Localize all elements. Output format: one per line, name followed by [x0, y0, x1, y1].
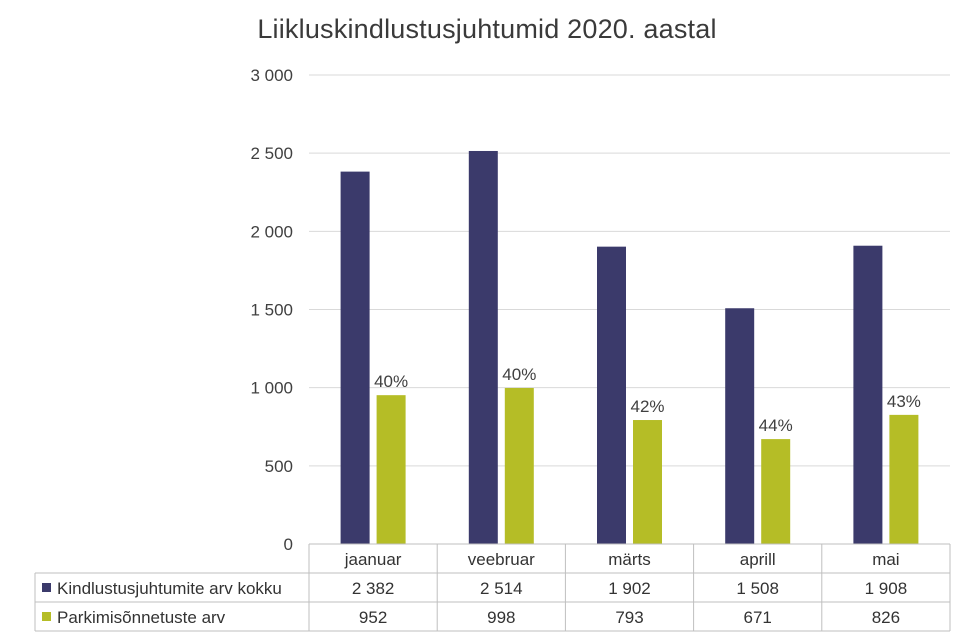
data-label: 42%: [630, 397, 664, 416]
x-category-label: veebruar: [468, 550, 535, 569]
table-cell-value: 1 908: [865, 579, 908, 598]
table-cell-value: 793: [615, 608, 643, 627]
legend-label: Parkimisõnnetuste arv: [57, 608, 226, 627]
bar-series-2: [376, 395, 406, 544]
y-tick-label: 2 000: [250, 222, 293, 241]
bar-series-1: [725, 308, 755, 544]
y-tick-label: 2 500: [250, 144, 293, 163]
x-category-label: mai: [872, 550, 899, 569]
table-cell-value: 1 902: [608, 579, 651, 598]
y-tick-label: 1 500: [250, 301, 293, 320]
x-category-label: märts: [608, 550, 651, 569]
bar-series-2: [504, 387, 534, 544]
chart-title: Liikluskindlustusjuhtumid 2020. aastal: [257, 14, 717, 44]
data-label: 40%: [374, 372, 408, 391]
table-cell-value: 998: [487, 608, 515, 627]
table-cell-value: 826: [872, 608, 900, 627]
data-label: 43%: [887, 392, 921, 411]
data-label: 44%: [759, 416, 793, 435]
legend-label: Kindlustusjuhtumite arv kokku: [57, 579, 282, 598]
table-cell-value: 952: [359, 608, 387, 627]
y-tick-label: 1 000: [250, 379, 293, 398]
bar-series-1: [468, 150, 498, 544]
legend-swatch: [42, 612, 51, 621]
x-category-label: aprill: [740, 550, 776, 569]
y-tick-label: 3 000: [250, 66, 293, 85]
x-category-label: jaanuar: [344, 550, 402, 569]
bar-series-1: [340, 171, 370, 544]
bar-series-2: [889, 414, 919, 544]
data-label: 40%: [502, 365, 536, 384]
y-tick-label: 0: [284, 535, 293, 554]
y-tick-label: 500: [265, 457, 293, 476]
table-cell-value: 2 514: [480, 579, 523, 598]
bar-series-2: [761, 439, 791, 544]
table-cell-value: 2 382: [352, 579, 395, 598]
table-cell-value: 671: [744, 608, 772, 627]
table-cell-value: 1 508: [736, 579, 779, 598]
bar-series-2: [633, 420, 662, 544]
bar-series-1: [853, 245, 883, 544]
bar-series-1: [597, 246, 626, 545]
legend-swatch: [42, 583, 51, 592]
